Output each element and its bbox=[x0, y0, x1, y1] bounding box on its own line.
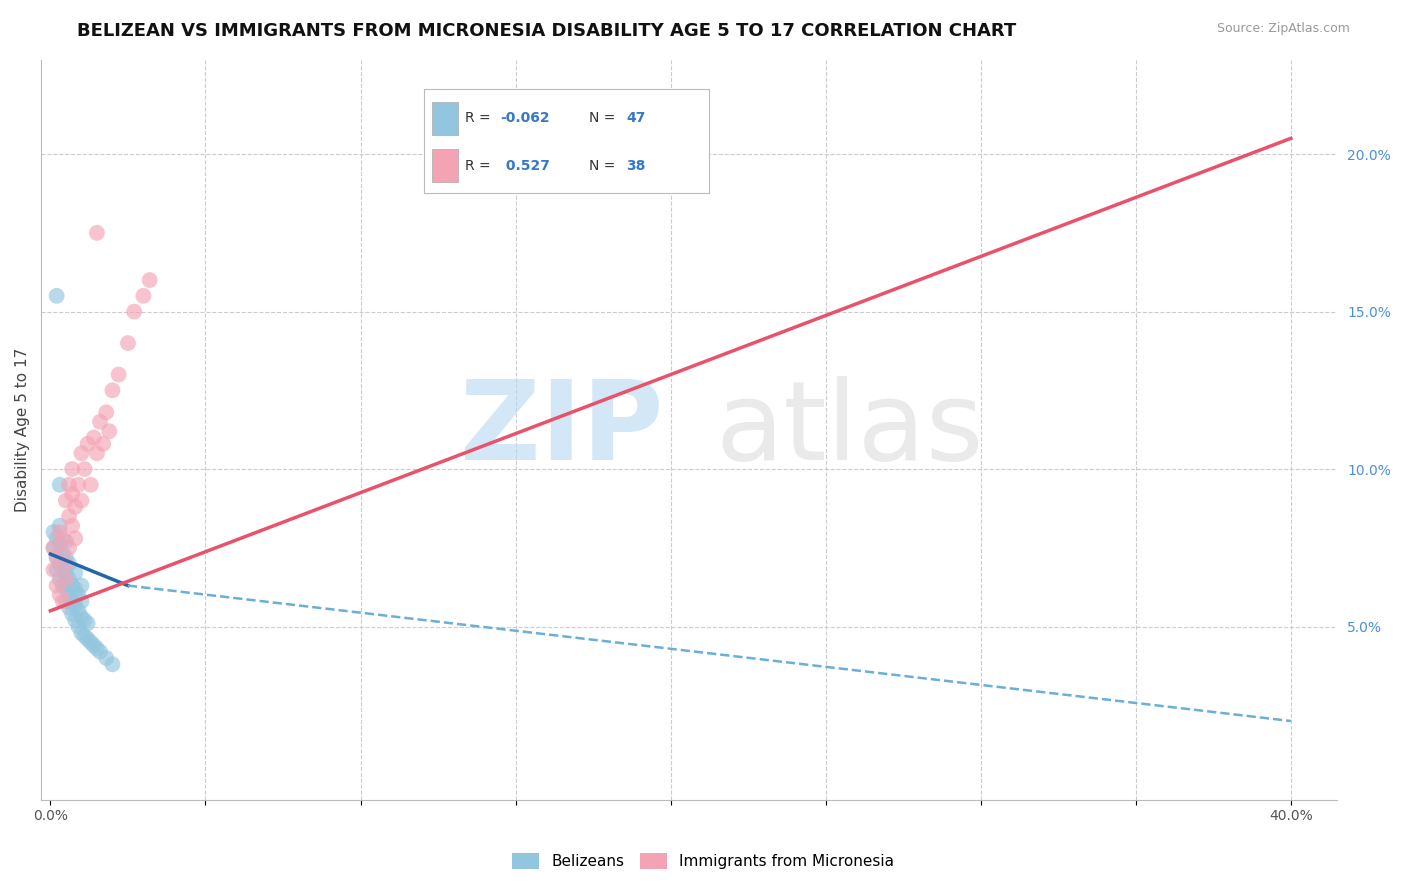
Point bbox=[45, 563, 67, 577]
Y-axis label: Disability Age 5 to 17: Disability Age 5 to 17 bbox=[15, 348, 30, 512]
Point bbox=[58, 557, 80, 571]
Point bbox=[55, 594, 77, 608]
Point bbox=[89, 415, 111, 429]
Point bbox=[122, 304, 145, 318]
Point bbox=[42, 541, 65, 555]
Point bbox=[98, 424, 121, 438]
Point bbox=[91, 437, 114, 451]
Point bbox=[52, 563, 75, 577]
Point bbox=[60, 578, 83, 592]
Point bbox=[73, 462, 96, 476]
Point bbox=[65, 532, 87, 546]
Point bbox=[70, 594, 93, 608]
Point bbox=[67, 604, 90, 618]
Point bbox=[42, 524, 65, 539]
Point bbox=[55, 572, 77, 586]
Point bbox=[58, 600, 80, 615]
Point bbox=[58, 572, 80, 586]
Point bbox=[107, 368, 129, 382]
Point bbox=[48, 557, 70, 571]
Point bbox=[60, 518, 83, 533]
Text: Source: ZipAtlas.com: Source: ZipAtlas.com bbox=[1216, 22, 1350, 36]
Point bbox=[55, 493, 77, 508]
Point bbox=[48, 538, 70, 552]
Text: atlas: atlas bbox=[716, 376, 984, 483]
Point bbox=[65, 500, 87, 514]
Point bbox=[42, 563, 65, 577]
Point bbox=[48, 524, 70, 539]
Point bbox=[70, 446, 93, 460]
Point bbox=[80, 477, 103, 491]
Point bbox=[45, 578, 67, 592]
Point bbox=[76, 632, 98, 647]
Point bbox=[65, 566, 87, 580]
Point bbox=[52, 547, 75, 561]
Point bbox=[96, 405, 118, 419]
Point bbox=[58, 541, 80, 555]
Point bbox=[83, 639, 105, 653]
Point bbox=[73, 629, 96, 643]
Point bbox=[45, 289, 67, 303]
Point bbox=[58, 509, 80, 524]
Point bbox=[73, 613, 96, 627]
Point bbox=[138, 273, 160, 287]
Point bbox=[45, 550, 67, 565]
Point bbox=[60, 462, 83, 476]
Point bbox=[67, 477, 90, 491]
Point bbox=[76, 437, 98, 451]
Point bbox=[52, 578, 75, 592]
Point bbox=[42, 541, 65, 555]
Point bbox=[52, 532, 75, 546]
Point bbox=[86, 641, 108, 656]
Point bbox=[55, 566, 77, 580]
Point bbox=[48, 518, 70, 533]
Point bbox=[48, 572, 70, 586]
Point bbox=[70, 493, 93, 508]
Point bbox=[86, 446, 108, 460]
Point bbox=[76, 616, 98, 631]
Point bbox=[70, 625, 93, 640]
Point bbox=[48, 588, 70, 602]
Point bbox=[60, 487, 83, 501]
Point bbox=[67, 588, 90, 602]
Point bbox=[101, 657, 124, 672]
Point bbox=[48, 477, 70, 491]
Point bbox=[117, 336, 139, 351]
Point bbox=[55, 582, 77, 596]
Point bbox=[132, 289, 155, 303]
Point bbox=[58, 477, 80, 491]
Point bbox=[45, 532, 67, 546]
Point bbox=[65, 582, 87, 596]
Point bbox=[58, 588, 80, 602]
Point bbox=[96, 651, 118, 665]
Point bbox=[83, 431, 105, 445]
Point bbox=[65, 598, 87, 612]
Text: BELIZEAN VS IMMIGRANTS FROM MICRONESIA DISABILITY AGE 5 TO 17 CORRELATION CHART: BELIZEAN VS IMMIGRANTS FROM MICRONESIA D… bbox=[77, 22, 1017, 40]
Point bbox=[70, 610, 93, 624]
Point bbox=[55, 550, 77, 565]
Point bbox=[60, 594, 83, 608]
Point bbox=[45, 550, 67, 565]
Point bbox=[89, 645, 111, 659]
Point bbox=[67, 619, 90, 633]
Point bbox=[55, 557, 77, 571]
Text: ZIP: ZIP bbox=[460, 376, 664, 483]
Point bbox=[101, 384, 124, 398]
Legend: Belizeans, Immigrants from Micronesia: Belizeans, Immigrants from Micronesia bbox=[506, 847, 900, 875]
Point bbox=[65, 613, 87, 627]
Point bbox=[70, 578, 93, 592]
Point bbox=[52, 594, 75, 608]
Point bbox=[55, 534, 77, 549]
Point bbox=[86, 226, 108, 240]
Point bbox=[60, 607, 83, 621]
Point bbox=[80, 635, 103, 649]
